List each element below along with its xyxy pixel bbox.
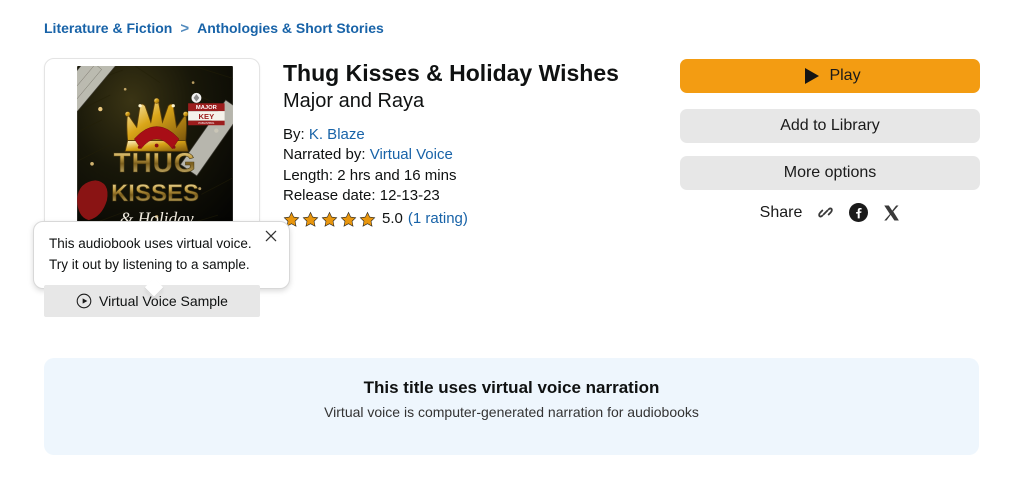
svg-text:KEY: KEY [199,112,215,121]
svg-text:MAJOR: MAJOR [196,105,218,111]
svg-text:PUBLISHING: PUBLISHING [198,121,214,125]
svg-text:THUG: THUG [113,146,196,178]
svg-text:KISSES: KISSES [111,180,199,207]
